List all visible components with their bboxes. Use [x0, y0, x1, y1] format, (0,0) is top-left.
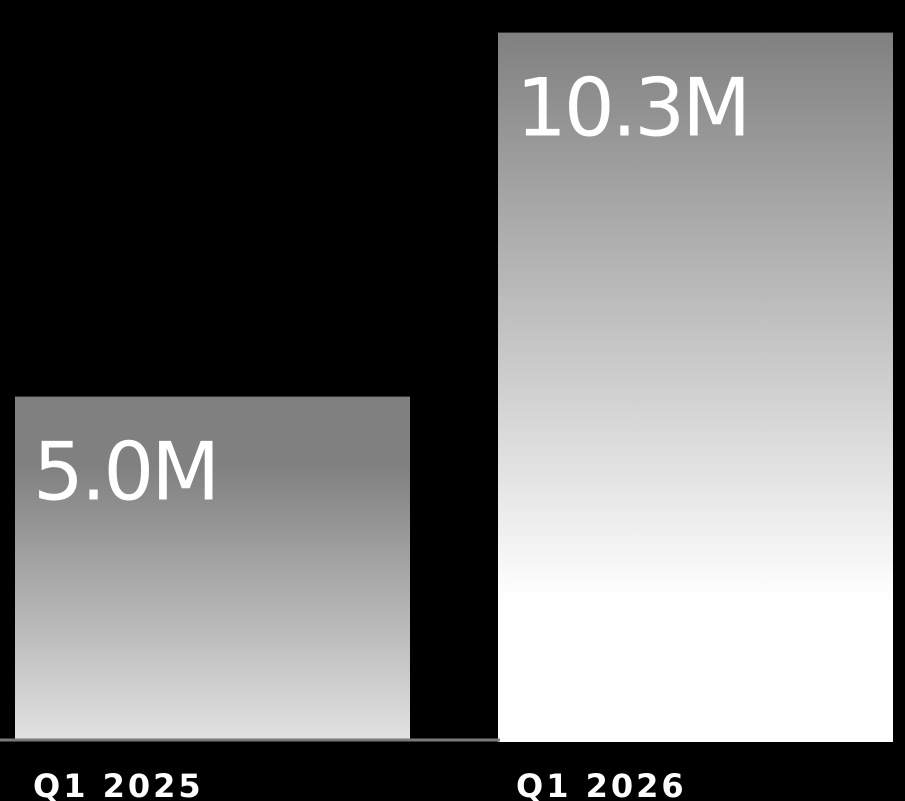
data-label: 10.3M: [516, 62, 748, 155]
data-labels-layer: 5.0M 10.3M: [33, 62, 751, 519]
bar-q1-2026: [498, 32, 893, 743]
data-label: 5.0M: [33, 426, 217, 519]
bars-layer: [15, 32, 893, 743]
x-tick-label: Q1 2025: [33, 767, 204, 801]
bar-q1-2025: [15, 396, 410, 740]
x-tick-labels-layer: Q1 2025 Q1 2026: [33, 767, 687, 801]
x-tick-label: Q1 2026: [516, 767, 687, 801]
